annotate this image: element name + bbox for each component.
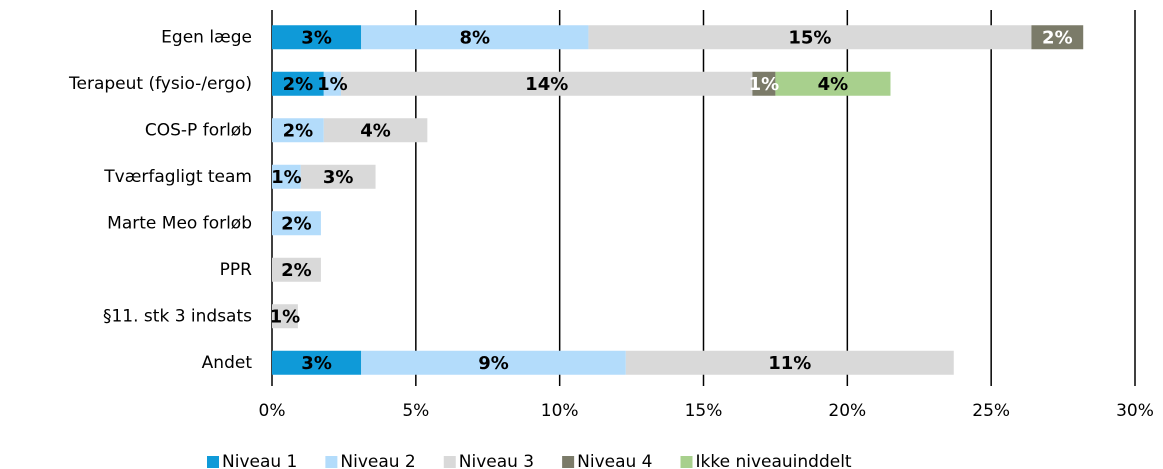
legend-swatch <box>207 456 219 468</box>
y-tick-label: §11. stk 3 indsats <box>103 306 252 326</box>
value-label: 2% <box>283 120 314 141</box>
legend-swatch <box>443 456 456 468</box>
y-tick-label: PPR <box>220 260 253 280</box>
x-tick-label: 15% <box>685 401 723 421</box>
value-label: 3% <box>301 27 332 48</box>
y-tick-label: Andet <box>202 353 253 373</box>
value-label: 3% <box>323 167 354 188</box>
value-label: 1% <box>271 167 302 188</box>
value-label: 1% <box>749 74 780 95</box>
value-label: 4% <box>360 120 391 141</box>
bar-segment <box>272 257 321 282</box>
bar-segment <box>300 164 376 189</box>
bar-segment <box>272 304 298 329</box>
bar-segment <box>272 350 362 375</box>
bar-segment <box>272 118 324 143</box>
legend-label: Niveau 1 <box>222 452 297 469</box>
value-label: 2% <box>283 74 314 95</box>
y-tick-label: Marte Meo forløb <box>107 213 252 233</box>
y-tick-label: Terapeut (fysio-/ergo) <box>68 74 252 94</box>
value-label: 1% <box>317 74 348 95</box>
x-tick-label: 0% <box>259 401 286 421</box>
value-label: 2% <box>281 213 312 234</box>
bar-segment <box>272 211 321 236</box>
bar-segment <box>272 25 362 50</box>
bar-segment <box>361 350 626 375</box>
legend-swatch <box>562 456 575 468</box>
x-tick-label: 25% <box>972 401 1010 421</box>
legend-swatch <box>680 456 693 468</box>
y-tick-label: Egen læge <box>161 27 252 47</box>
bar-segment <box>775 71 891 96</box>
y-tick-label: Tværfagligt team <box>103 167 252 187</box>
x-tick-label: 5% <box>402 401 429 421</box>
bar-segment <box>323 71 342 96</box>
x-tick-label: 10% <box>541 401 579 421</box>
bar-segment <box>341 71 753 96</box>
legend-swatch <box>325 456 338 468</box>
value-label: 4% <box>818 74 849 95</box>
legend-label: Niveau 4 <box>577 452 652 469</box>
value-label: 2% <box>1042 27 1073 48</box>
bar-segment <box>272 164 301 189</box>
bar-segment <box>1031 25 1084 50</box>
bar-segment <box>752 71 776 96</box>
value-label: 1% <box>270 306 301 327</box>
bar-segment <box>625 350 954 375</box>
legend-label: Niveau 2 <box>340 452 415 469</box>
value-label: 14% <box>525 74 568 95</box>
x-tick-label: 20% <box>828 401 866 421</box>
x-tick-label: 30% <box>1116 401 1154 421</box>
legend-label: Niveau 3 <box>459 452 534 469</box>
value-label: 3% <box>301 353 332 374</box>
bar-segment <box>323 118 428 143</box>
value-label: 11% <box>768 353 811 374</box>
bar-segment <box>588 25 1032 50</box>
value-label: 9% <box>478 353 509 374</box>
value-label: 15% <box>788 27 831 48</box>
bar-segment <box>361 25 589 50</box>
value-label: 2% <box>281 260 312 281</box>
legend-label: Ikke niveauinddelt <box>696 452 852 469</box>
y-tick-label: COS-P forløb <box>145 120 252 140</box>
bar-segment <box>272 71 324 96</box>
value-label: 8% <box>460 27 491 48</box>
